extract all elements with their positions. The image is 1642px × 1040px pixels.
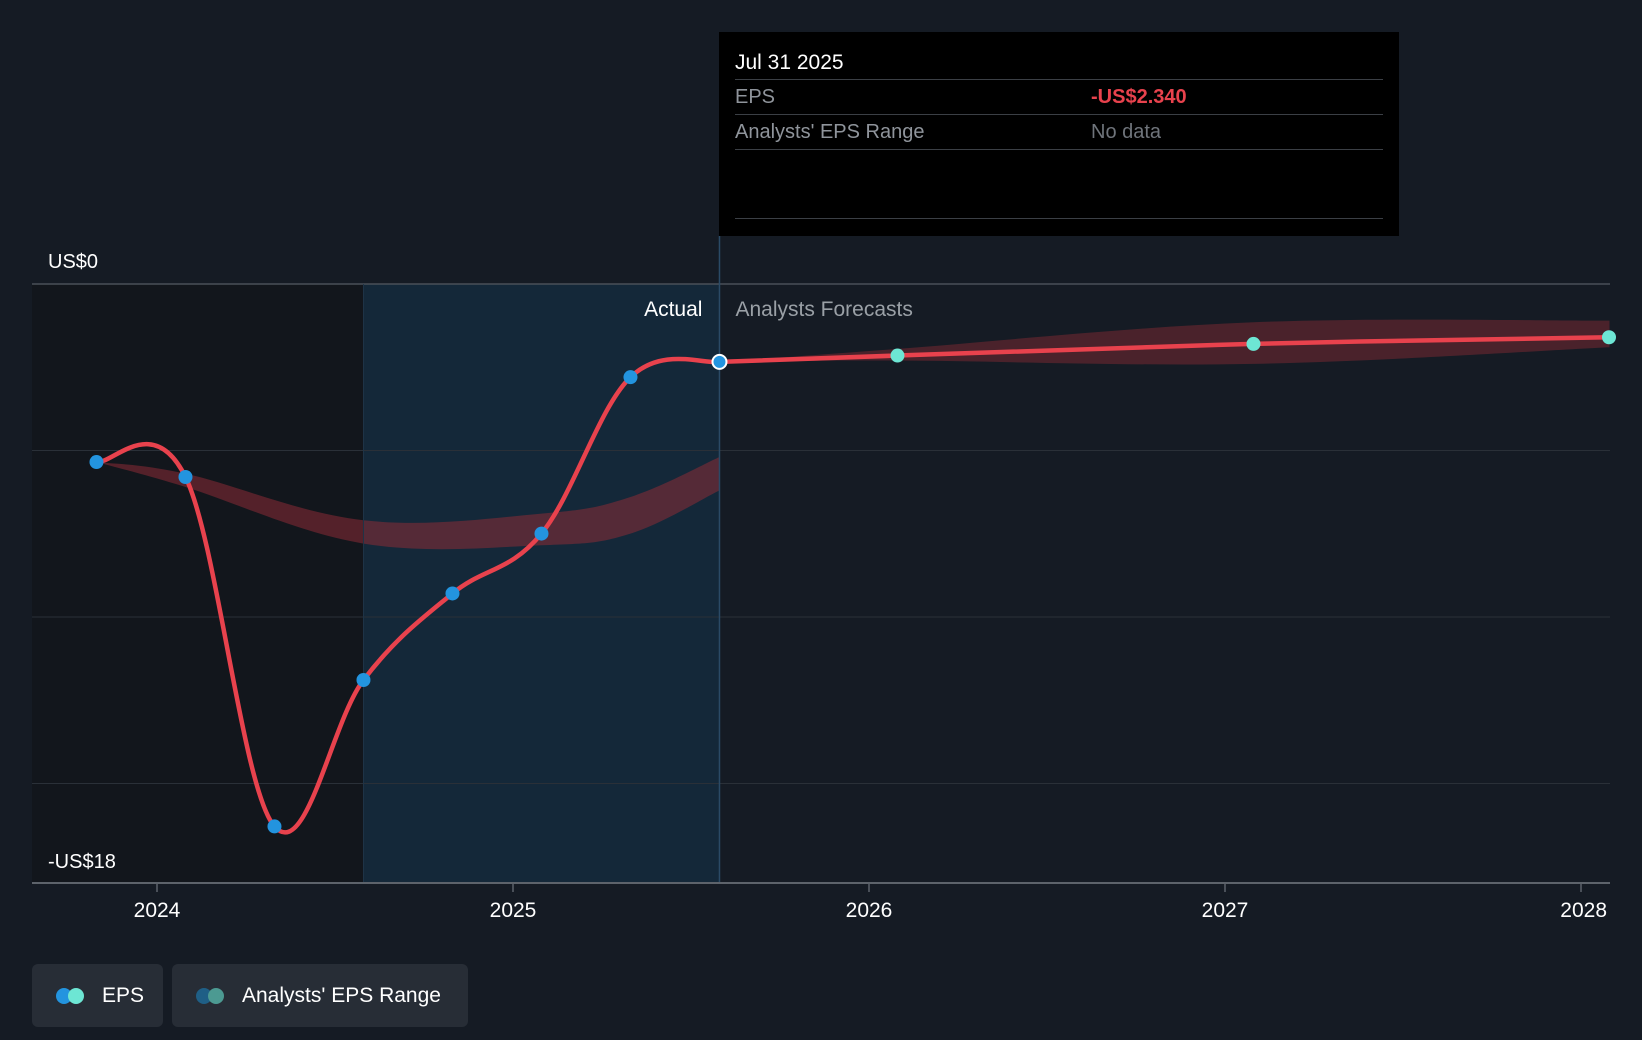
eps-point-actual[interactable]: [534, 526, 549, 541]
x-tick-label: 2025: [490, 899, 537, 922]
legend-range-label: Analysts' EPS Range: [242, 983, 441, 1007]
eps-line: [94, 334, 1612, 835]
eps-point-current[interactable]: [711, 353, 728, 370]
range-legend-icon: [196, 987, 226, 1004]
eps-point-actual[interactable]: [89, 455, 104, 470]
eps-point-actual[interactable]: [356, 673, 371, 688]
x-tick-label: 2028: [1560, 899, 1607, 922]
analysts-eps-range-band-past: [96, 457, 720, 550]
legend-analysts-eps-range[interactable]: Analysts' EPS Range: [172, 964, 468, 1027]
tooltip-divider: [735, 218, 1383, 219]
tooltip: Jul 31 2025 EPS -US$2.340 Analysts' EPS …: [719, 32, 1399, 236]
eps-point-forecast[interactable]: [890, 348, 905, 363]
x-ticks: 2024 2025 2026 2027 2028: [134, 883, 1607, 922]
x-tick-label: 2024: [134, 899, 181, 922]
x-tick-label: 2026: [846, 899, 893, 922]
tooltip-eps-label: EPS: [735, 86, 776, 108]
analysts-forecasts-label: Analysts Forecasts: [735, 298, 912, 321]
legend-eps[interactable]: EPS: [32, 964, 163, 1027]
y-axis-label-bottom: -US$18: [48, 851, 116, 873]
x-tick-label: 2027: [1202, 899, 1249, 922]
tooltip-range-value: No data: [1091, 121, 1162, 143]
eps-points: [89, 330, 1616, 834]
eps-point-actual[interactable]: [178, 470, 193, 485]
legend-eps-label: EPS: [102, 983, 145, 1007]
tooltip-range-label: Analysts' EPS Range: [735, 121, 925, 143]
tooltip-eps-value: -US$2.340: [1091, 86, 1187, 108]
y-axis-label-top: US$0: [48, 251, 98, 273]
tooltip-eps-row: EPS -US$2.340: [735, 80, 1383, 115]
actual-period-shade: [363, 284, 720, 883]
actual-label: Actual: [644, 298, 702, 321]
eps-point-forecast[interactable]: [1246, 336, 1261, 351]
tooltip-range-row: Analysts' EPS Range No data: [735, 115, 1383, 150]
eps-point-actual[interactable]: [267, 819, 282, 834]
tooltip-date: Jul 31 2025: [735, 32, 1383, 80]
eps-legend-icon: [56, 987, 86, 1004]
eps-point-actual[interactable]: [623, 370, 638, 385]
eps-point-actual[interactable]: [445, 586, 460, 601]
gridlines: [32, 283, 1610, 784]
eps-point-forecast[interactable]: [1602, 330, 1616, 345]
